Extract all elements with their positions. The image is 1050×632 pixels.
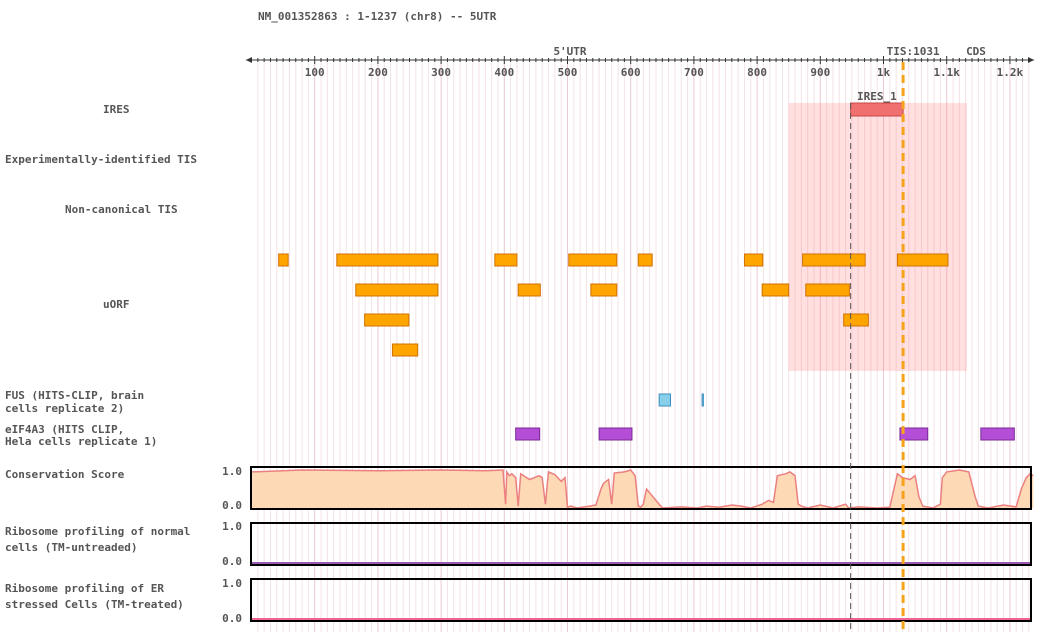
uorf-feature[interactable] (568, 253, 618, 267)
uorf-feature[interactable] (802, 253, 866, 267)
uorf-feature[interactable] (805, 283, 850, 297)
ribo-er-ymax: 1.0 (222, 577, 242, 590)
axis-tick-label: 300 (431, 66, 451, 79)
ribo-er-track-label-line2: stressed Cells (TM-treated) (5, 598, 184, 611)
conservation-ymax: 1.0 (222, 465, 242, 478)
ires-track: IRES_1 (850, 90, 904, 117)
uorf-feature[interactable] (843, 313, 869, 327)
uorf-feature[interactable] (278, 253, 289, 267)
axis-tick-label: 500 (558, 66, 578, 79)
fus-track-label-line2: cells replicate 2) (5, 402, 124, 415)
axis-tick-label: 1k (877, 66, 891, 79)
ribo-er-track-label: Ribosome profiling of ER (5, 582, 164, 595)
eif4a3-binding-site[interactable] (515, 427, 541, 441)
fus-binding-site[interactable] (658, 393, 672, 407)
uorf-feature[interactable] (896, 253, 949, 267)
ribo-normal-plot: 1.0 0.0 (222, 520, 1032, 568)
uorf-feature[interactable] (590, 283, 618, 297)
uorf-feature[interactable] (364, 313, 410, 327)
conservation-area (252, 470, 1034, 508)
ires-feature-label: IRES_1 (857, 90, 897, 103)
uorf-feature[interactable] (494, 253, 518, 267)
fus-track-label: FUS (HITS-CLIP, brain (5, 389, 144, 402)
axis-tick-label: 400 (494, 66, 514, 79)
ires-track-label: IRES (103, 103, 130, 116)
uorf-feature[interactable] (391, 343, 419, 357)
axis-tick-label: 600 (621, 66, 641, 79)
ires-highlight-region (788, 103, 967, 371)
tis-region-label: TIS:1031 (887, 45, 940, 58)
ribo-normal-frame (250, 522, 1032, 566)
eif4a3-track-label-line2: Hela cells replicate 1) (5, 435, 157, 448)
uorf-track (278, 253, 949, 357)
grid-lines (257, 62, 1030, 632)
conservation-plot: 1.0 0.0 (222, 465, 1034, 512)
eif4a3-binding-site[interactable] (980, 427, 1015, 441)
ires-feature[interactable] (850, 102, 904, 117)
noncanonical-tis-track-label: Non-canonical TIS (65, 203, 178, 216)
uorf-feature[interactable] (743, 253, 764, 267)
ribo-normal-track-label-line2: cells (TM-untreaded) (5, 541, 137, 554)
uorf-track-label: uORF (103, 298, 130, 311)
axis-tick-label: 100 (305, 66, 325, 79)
axis-tick-label: 1.2k (997, 66, 1024, 79)
conservation-line (252, 469, 1034, 509)
axis-tick-label: 200 (368, 66, 388, 79)
axis-tick-label: 900 (810, 66, 830, 79)
conservation-frame (250, 466, 1032, 510)
exp-tis-track-label: Experimentally-identified TIS (5, 153, 197, 166)
ribo-normal-track-label: Ribosome profiling of normal (5, 525, 190, 538)
eif4a3-binding-site[interactable] (598, 427, 633, 441)
fus-track (658, 393, 704, 407)
ribo-normal-ymax: 1.0 (222, 520, 242, 533)
position-axis: 100 200 300 400 500 600 700 800 900 1k 1.1k 1.2k (246, 56, 1034, 79)
uorf-feature[interactable] (355, 283, 439, 297)
ribo-er-ymin: 0.0 (222, 612, 242, 625)
uorf-feature[interactable] (336, 253, 439, 267)
ribo-normal-ymin: 0.0 (222, 555, 242, 568)
eif4a3-binding-site[interactable] (899, 427, 929, 441)
eif4a3-track-label: eIF4A3 (HITS CLIP, (5, 423, 124, 436)
axis-tick-label: 800 (747, 66, 767, 79)
cds-region-label: CDS (966, 45, 986, 58)
conservation-ymin: 0.0 (222, 499, 242, 512)
uorf-feature[interactable] (637, 253, 653, 267)
ribo-er-plot: 1.0 0.0 (222, 577, 1032, 625)
eif4a3-track (515, 427, 1015, 441)
fus-binding-site[interactable] (701, 393, 704, 407)
conservation-track-label: Conservation Score (5, 468, 125, 481)
page-title: NM_001352863 : 1-1237 (chr8) -- 5UTR (258, 10, 497, 23)
uorf-feature[interactable] (761, 283, 790, 297)
utr5-region-label: 5'UTR (553, 45, 586, 58)
uorf-feature[interactable] (517, 283, 541, 297)
axis-tick-label: 1.1k (933, 66, 960, 79)
axis-tick-label: 700 (684, 66, 704, 79)
ribo-er-frame (250, 578, 1032, 622)
